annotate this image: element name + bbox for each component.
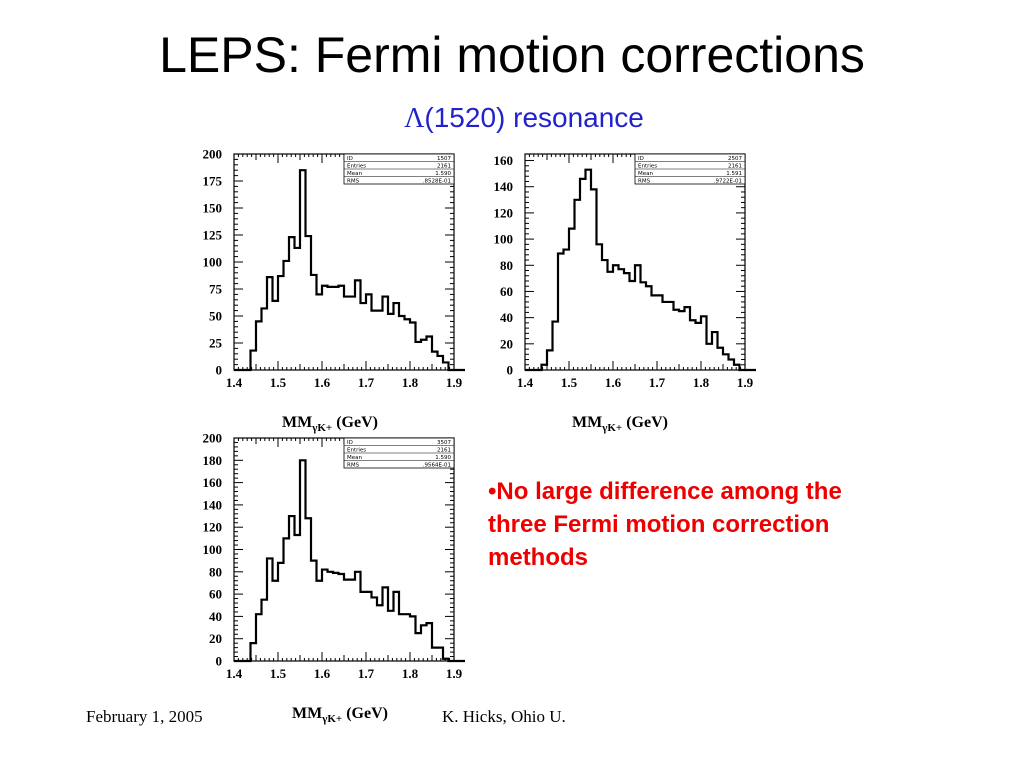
stats-value: .9722E-01 — [714, 179, 742, 185]
y-tick-label: 140 — [494, 179, 514, 194]
stats-key: ID — [347, 156, 353, 162]
y-tick-label: 40 — [209, 609, 222, 624]
x-tick-label: 1.5 — [561, 375, 578, 390]
stats-key: Mean — [638, 171, 653, 177]
histogram-chart-2: 1.4 1.5 1.6 1.7 1.8 1.9 0 20 40 60 80 100 120 140 160 I… — [494, 153, 756, 390]
histogram-series — [234, 169, 465, 372]
histogram-chart-3: 1.4 1.5 1.6 1.7 1.8 1.9 0 20 40 60 80 100 120 140 160 1… — [203, 434, 465, 681]
y-tick-label: 60 — [209, 587, 222, 602]
stats-value: 2161 — [728, 164, 742, 170]
y-tick-label: 25 — [209, 336, 223, 351]
stats-value: 2161 — [437, 448, 451, 454]
x-tick-label: 1.9 — [737, 375, 754, 390]
stats-key: Mean — [347, 171, 362, 177]
x-axis-title-2: MMγK+ (GeV) — [572, 414, 668, 435]
x-tick-label: 1.4 — [226, 666, 243, 681]
y-tick-label: 125 — [203, 228, 223, 243]
y-tick-label: 175 — [203, 174, 223, 189]
y-tick-label: 160 — [494, 153, 514, 168]
x-tick-label: 1.9 — [446, 666, 463, 681]
stats-key: RMS — [347, 463, 360, 469]
stats-key: Entries — [347, 448, 366, 454]
slide-subtitle: Λ(1520) resonance — [0, 104, 1024, 133]
subtitle-text: (1520) resonance — [424, 102, 644, 133]
y-tick-label: 0 — [507, 363, 514, 378]
y-tick-label: 40 — [500, 310, 513, 325]
stats-value: .8528E-01 — [423, 179, 451, 185]
y-tick-label: 120 — [203, 520, 223, 535]
footer-date: February 1, 2005 — [86, 707, 203, 726]
slide-title: LEPS: Fermi motion corrections — [159, 27, 865, 83]
y-tick-label: 20 — [209, 631, 222, 646]
y-tick-label: 180 — [203, 453, 223, 468]
stats-value: 2161 — [437, 164, 451, 170]
conclusion-bullet: •No large difference among the three Fer… — [488, 478, 842, 571]
x-axis-title-1: MMγK+ (GeV) — [282, 414, 378, 435]
plot-frame — [233, 153, 455, 371]
x-tick-label: 1.6 — [605, 375, 622, 390]
x-tick-label: 1.7 — [649, 375, 666, 390]
stats-value: 1.591 — [726, 171, 742, 177]
y-tick-label: 60 — [500, 284, 513, 299]
stats-value: .9564E-01 — [423, 463, 451, 469]
stats-key: ID — [638, 156, 644, 162]
x-tick-label: 1.6 — [314, 666, 331, 681]
histogram-chart-1: 1.4 1.5 1.6 1.7 1.8 1.9 0 25 50 75 100 125 150 175 200… — [203, 150, 465, 390]
y-tick-label: 0 — [216, 363, 223, 378]
y-tick-label: 140 — [203, 497, 223, 512]
y-tick-label: 20 — [500, 336, 513, 351]
stats-value: 1507 — [437, 156, 451, 162]
x-tick-label: 1.8 — [402, 375, 419, 390]
x-tick-label: 1.6 — [314, 375, 331, 390]
stats-key: Entries — [347, 164, 366, 170]
x-tick-label: 1.5 — [270, 666, 287, 681]
y-tick-label: 200 — [203, 434, 223, 446]
stats-key: Entries — [638, 164, 657, 170]
x-tick-label: 1.7 — [358, 375, 375, 390]
y-tick-label: 75 — [209, 282, 223, 297]
footer-author: K. Hicks, Ohio U. — [442, 707, 566, 726]
stats-value: 1.590 — [435, 455, 451, 461]
stats-key: RMS — [638, 179, 651, 185]
stats-value: 2507 — [728, 156, 742, 162]
x-tick-label: 1.9 — [446, 375, 463, 390]
x-tick-label: 1.4 — [226, 375, 243, 390]
y-tick-label: 80 — [209, 564, 222, 579]
y-tick-label: 200 — [203, 150, 223, 162]
stats-value: 1.590 — [435, 171, 451, 177]
stats-key: RMS — [347, 179, 360, 185]
stats-key: ID — [347, 440, 353, 446]
histogram-series — [234, 459, 465, 663]
y-tick-label: 100 — [203, 542, 223, 557]
x-tick-label: 1.7 — [358, 666, 375, 681]
y-tick-label: 100 — [494, 232, 514, 247]
histogram-series — [525, 168, 756, 372]
y-tick-label: 50 — [209, 309, 222, 324]
y-tick-label: 120 — [494, 205, 514, 220]
y-tick-label: 160 — [203, 475, 223, 490]
y-tick-label: 0 — [216, 654, 223, 669]
lambda-symbol: Λ — [404, 103, 425, 134]
x-tick-label: 1.8 — [693, 375, 710, 390]
stats-key: Mean — [347, 455, 362, 461]
stats-value: 3507 — [437, 440, 451, 446]
x-tick-label: 1.5 — [270, 375, 287, 390]
x-tick-label: 1.8 — [402, 666, 419, 681]
y-tick-label: 80 — [500, 258, 513, 273]
x-axis-title-3: MMγK+ (GeV) — [292, 705, 388, 726]
x-tick-label: 1.4 — [517, 375, 534, 390]
y-tick-label: 150 — [203, 201, 223, 216]
y-tick-label: 100 — [203, 255, 223, 270]
